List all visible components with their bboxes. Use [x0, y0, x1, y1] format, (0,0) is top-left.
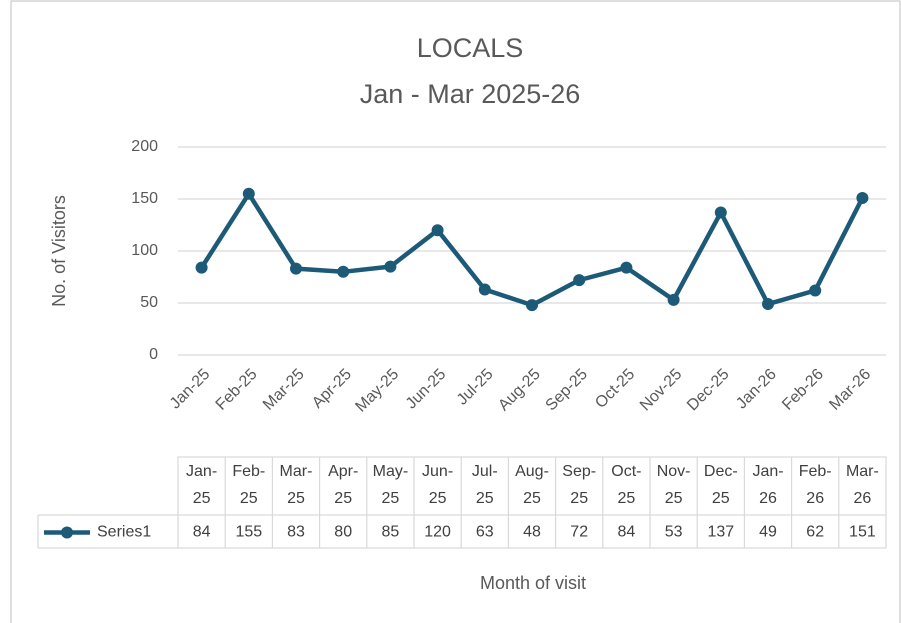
table-header: Sep-25 [562, 463, 596, 507]
marker [714, 206, 727, 219]
marker [809, 284, 822, 297]
marker [290, 262, 302, 275]
y-tick-label: 50 [140, 294, 158, 311]
marker [667, 293, 680, 306]
marker [762, 298, 774, 311]
table-header: Nov-25 [657, 463, 691, 507]
y-tick-label: 0 [149, 346, 158, 363]
marker [337, 265, 350, 278]
x-tick-label: Jul-25 [454, 366, 497, 409]
table-value: 137 [707, 524, 734, 541]
table-header: Apr-25 [328, 463, 358, 507]
marker [573, 274, 586, 287]
table-value: 62 [806, 524, 824, 541]
x-tick-label: Feb-25 [213, 366, 261, 414]
table-value: 84 [618, 524, 636, 541]
marker [856, 191, 869, 204]
table-value: 63 [476, 524, 494, 541]
marker [431, 224, 444, 237]
marker [526, 299, 538, 312]
table-header: Oct-25 [611, 463, 641, 507]
marker [478, 283, 491, 296]
table-header: Feb-26 [799, 463, 832, 507]
table-header: Jul-25 [472, 463, 498, 507]
table-header: May-25 [373, 463, 409, 507]
table-value: 49 [759, 524, 777, 541]
x-tick-label: Dec-25 [684, 366, 733, 415]
x-tick-label: Aug-25 [495, 366, 544, 415]
x-tick-label: Jun-25 [403, 366, 450, 413]
chart-title: LOCALS [417, 33, 524, 63]
y-tick-label: 200 [131, 138, 158, 155]
y-axis-title: No. of Visitors [49, 195, 69, 307]
marker [620, 261, 633, 274]
marker [384, 260, 397, 273]
table-header: Dec-25 [704, 463, 738, 507]
marker [195, 261, 208, 274]
table-value: 72 [570, 524, 588, 541]
table-header: Mar-26 [846, 463, 879, 507]
x-tick-label: Jan-26 [733, 366, 780, 413]
x-tick-label: Apr-25 [309, 366, 355, 412]
table-value: 155 [235, 524, 262, 541]
table-value: 120 [424, 524, 451, 541]
table-header: Mar-25 [280, 463, 313, 507]
table-value: 48 [523, 524, 541, 541]
y-tick-label: 100 [131, 242, 158, 259]
table-value: 151 [849, 524, 876, 541]
table-header: Feb-25 [232, 463, 265, 507]
x-tick-label: Jan-25 [167, 366, 214, 413]
x-tick-label: Oct-25 [592, 366, 638, 412]
table-value: 53 [665, 524, 683, 541]
y-tick-label: 150 [131, 190, 158, 207]
x-tick-label: Feb-26 [779, 366, 827, 414]
x-tick-label: Nov-25 [637, 366, 686, 415]
line [199, 191, 865, 308]
table-value: 83 [287, 524, 305, 541]
legend-marker [61, 526, 73, 539]
chart-frame [10, 0, 901, 623]
x-tick-label: Mar-25 [260, 366, 308, 414]
x-tick-label: May-25 [352, 366, 402, 416]
table-value: 84 [193, 524, 211, 541]
chart-subtitle: Jan - Mar 2025-26 [360, 79, 581, 109]
legend-label: Series1 [97, 524, 151, 541]
table-header: Aug-25 [515, 463, 549, 507]
table-header: Jun-25 [422, 463, 453, 507]
x-tick-label: Sep-25 [543, 366, 592, 415]
table-header: Jan-26 [752, 463, 783, 507]
table-value: 85 [382, 524, 400, 541]
table-value: 80 [334, 524, 352, 541]
marker [242, 187, 255, 200]
x-tick-label: Mar-26 [826, 366, 874, 414]
x-axis-title: Month of visit [480, 573, 586, 593]
table-header: Jan-25 [186, 463, 217, 507]
